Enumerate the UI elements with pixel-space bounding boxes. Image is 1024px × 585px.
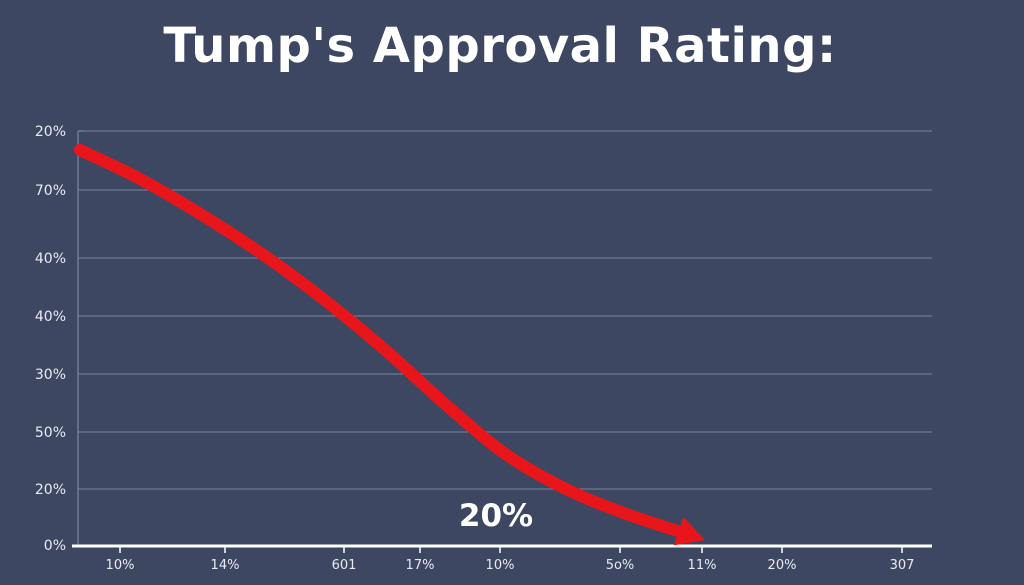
y-tick-label: 20% — [35, 124, 66, 140]
x-tick-label: 10% — [106, 558, 135, 573]
y-tick-label: 30% — [35, 367, 66, 383]
approval-line — [74, 143, 696, 541]
arrowhead-icon — [673, 516, 706, 546]
x-tick-label: 601 — [332, 558, 357, 573]
x-tick-label: 14% — [211, 558, 240, 573]
x-tick-label: 17% — [406, 558, 435, 573]
y-tick-label: 20% — [35, 482, 66, 498]
x-tick-label: 10% — [486, 558, 515, 573]
y-tick-label: 0% — [44, 538, 66, 554]
annotation-label: 20% — [459, 498, 533, 534]
y-tick-label: 70% — [35, 183, 66, 199]
y-tick-label: 40% — [35, 309, 66, 325]
y-tick-label: 40% — [35, 251, 66, 267]
x-tick-label: 5o% — [606, 558, 635, 573]
x-tick-label: 11% — [688, 558, 717, 573]
y-tick-label: 50% — [35, 425, 66, 441]
x-tick-label: 307 — [890, 558, 915, 573]
chart-title: Tump's Approval Rating: — [163, 18, 837, 74]
x-tick-label: 20% — [768, 558, 797, 573]
